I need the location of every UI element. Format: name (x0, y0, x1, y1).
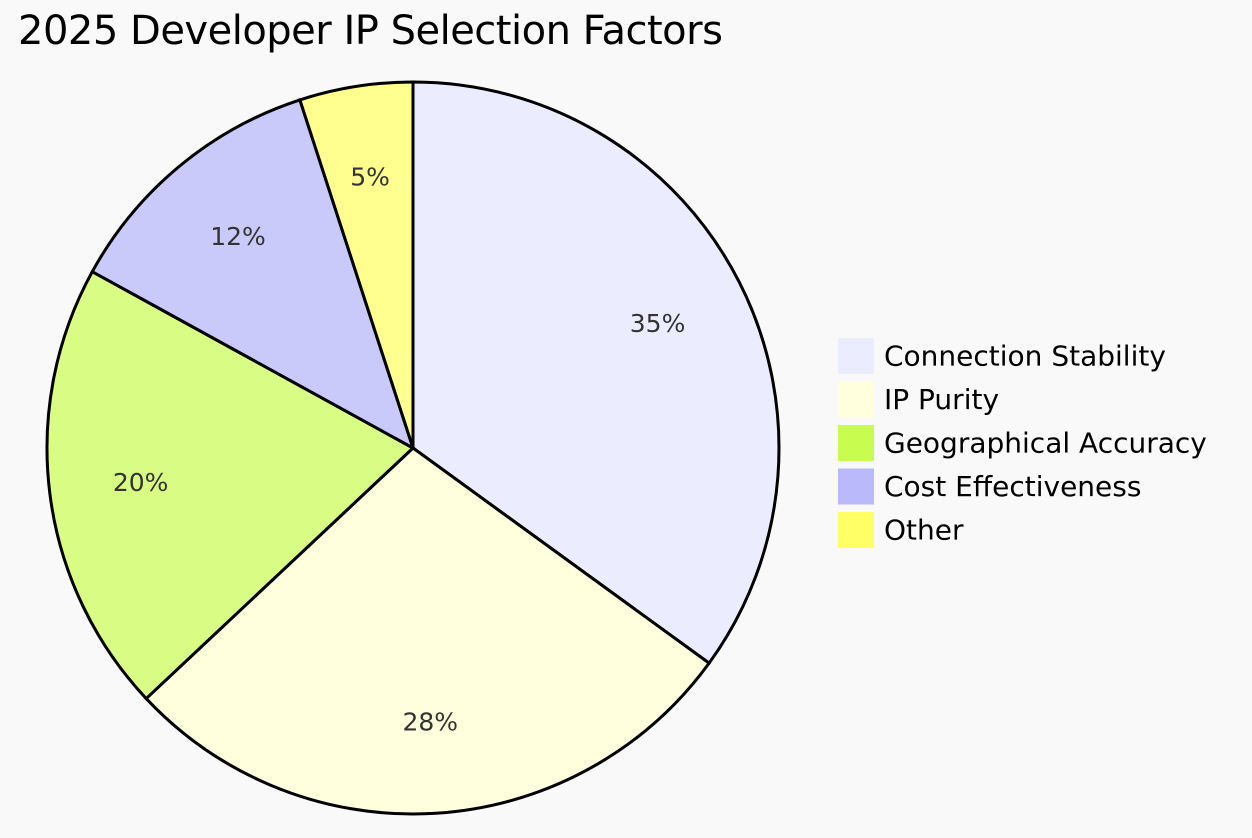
chart-title: 2025 Developer IP Selection Factors (18, 8, 723, 54)
legend-label-other: Other (884, 514, 964, 547)
pie-slice-cost-effectiveness (90, 98, 416, 452)
slice-label-cost-effectiveness: 12% (210, 222, 266, 251)
pie-slices (45, 80, 781, 816)
legend-swatch-connection-stability (838, 338, 874, 374)
legend-label-connection-stability: Connection Stability (884, 340, 1166, 373)
slice-label-ip-purity: 28% (402, 707, 458, 736)
legend-swatch-ip-purity (838, 381, 874, 418)
pie-slice-labels: 35% 28% 20% 12% 5% (113, 162, 685, 736)
pie-slice-ip-purity (144, 446, 712, 816)
slice-label-connection-stability: 35% (630, 309, 686, 338)
legend-swatch-other (838, 512, 874, 548)
slice-label-other: 5% (350, 162, 390, 191)
legend-label-geographical-accuracy: Geographical Accuracy (884, 427, 1207, 460)
pie-slice-other (298, 80, 415, 449)
pie-slice-connection-stability (411, 80, 781, 666)
legend-label-ip-purity: IP Purity (884, 383, 999, 416)
pie-slice-geographical-accuracy (45, 269, 416, 701)
legend-swatch-cost-effectiveness (838, 468, 874, 505)
legend-swatch-geographical-accuracy (838, 425, 874, 461)
legend-label-cost-effectiveness: Cost Effectiveness (884, 470, 1141, 503)
chart-legend: Connection Stability IP Purity Geographica… (838, 338, 1207, 548)
slice-label-geographical-accuracy: 20% (113, 468, 169, 497)
